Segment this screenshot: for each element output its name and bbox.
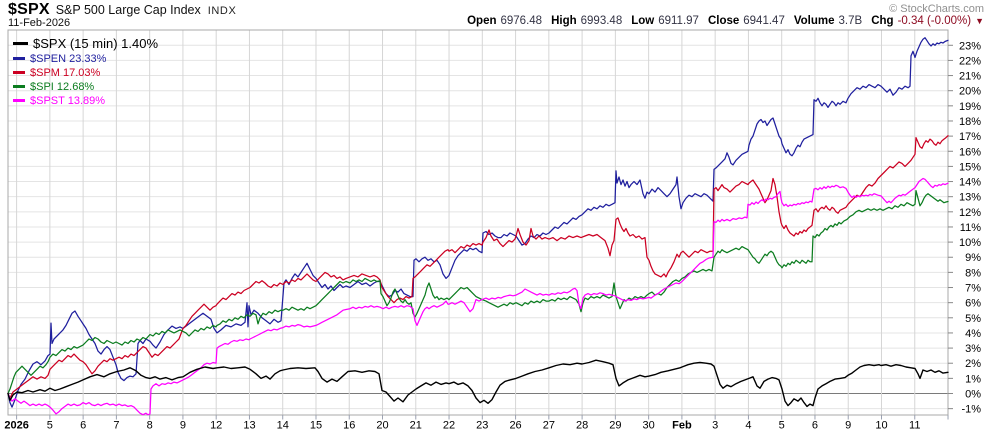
legend-dash-icon — [13, 42, 28, 45]
x-axis-label: 16 — [343, 420, 355, 432]
y-axis-label: 3% — [965, 343, 981, 355]
y-axis-label: -1% — [961, 404, 981, 416]
x-axis-label: 30 — [643, 420, 655, 432]
x-axis-label: 27 — [543, 420, 555, 432]
y-axis-label: 21% — [959, 71, 981, 83]
legend-label: $SPX (15 min) 1.40% — [33, 36, 159, 51]
x-axis-label: 6 — [80, 420, 86, 432]
x-axis-label: 10 — [875, 420, 887, 432]
y-axis-label: 5% — [965, 313, 981, 325]
x-axis-label: 5 — [47, 420, 53, 432]
x-axis-label: 22 — [443, 420, 455, 432]
change-label: Chg — [871, 15, 894, 27]
y-axis-label: 0% — [965, 389, 981, 401]
x-axis-label: 28 — [576, 420, 588, 432]
plot-border — [7, 29, 949, 416]
low-label: Low — [631, 15, 655, 27]
high-label: High — [551, 15, 577, 27]
stockcharts-copyright: © StockCharts.com — [889, 3, 984, 15]
y-axis-label: 16% — [959, 146, 981, 158]
x-axis-label: 14 — [277, 420, 289, 432]
chart-legend: $SPX (15 min) 1.40% $SPEN 23.33% $SPM 17.0… — [13, 36, 158, 108]
y-axis-label: 23% — [959, 40, 981, 52]
open-value: 6976.48 — [500, 15, 543, 27]
x-axis-label: 6 — [812, 420, 818, 432]
legend-dash-icon — [13, 85, 25, 88]
y-axis-label: 9% — [965, 252, 981, 264]
legend-item-spst: $SPST 13.89% — [13, 94, 158, 107]
chart-title-row: $SPX S&P 500 Large Cap Index INDX — [8, 1, 236, 19]
x-axis-label: 29 — [609, 420, 621, 432]
y-axis-label: 12% — [959, 207, 981, 219]
exchange-label: INDX — [207, 5, 237, 17]
y-axis-label: 15% — [959, 161, 981, 173]
legend-dash-icon — [13, 71, 25, 74]
x-axis-label: 15 — [310, 420, 322, 432]
y-axis-label: 2% — [965, 358, 981, 370]
y-axis-label: 19% — [959, 101, 981, 113]
y-axis-label: 18% — [959, 116, 981, 128]
close-label: Close — [707, 15, 740, 27]
x-axis-label: 20 — [376, 420, 388, 432]
legend-label: $SPM 17.03% — [30, 66, 101, 79]
x-axis-label: 13 — [243, 420, 255, 432]
y-axis-label: 4% — [965, 328, 981, 340]
legend-dash-icon — [13, 99, 25, 102]
y-axis-label: 1% — [965, 373, 981, 385]
quote-summary-row: Open 6976.48 High 6993.48 Low 6911.97 Cl… — [467, 15, 984, 27]
legend-item-spx: $SPX (15 min) 1.40% — [13, 36, 158, 51]
legend-item-spi: $SPI 12.68% — [13, 80, 158, 93]
down-triangle-icon: ▼ — [975, 16, 984, 26]
symbol-ticker: $SPX — [8, 1, 50, 18]
legend-label: $SPEN 23.33% — [30, 52, 107, 65]
close-value: 6941.47 — [743, 15, 785, 27]
x-axis-label: 26 — [509, 420, 521, 432]
x-axis-label: 9 — [845, 420, 851, 432]
x-axis-label: 11 — [909, 420, 920, 432]
low-value: 6911.97 — [658, 15, 699, 27]
high-value: 6993.48 — [580, 15, 623, 27]
volume-value: 3.7B — [838, 15, 863, 27]
index-name: S&P 500 Large Cap Index — [55, 3, 201, 17]
y-axis-label: 17% — [959, 131, 981, 143]
legend-label: $SPI 12.68% — [30, 80, 95, 93]
series-line-spi — [7, 189, 949, 395]
y-axis-label: 14% — [959, 177, 981, 189]
series-line-spm — [7, 135, 949, 399]
chart-date: 11-Feb-2026 — [8, 17, 71, 29]
y-axis-label: 11% — [960, 222, 981, 234]
series-line-spx — [7, 359, 949, 408]
y-axis-label: 7% — [965, 283, 981, 295]
x-axis-label: 12 — [210, 420, 222, 432]
x-axis-label: 21 — [410, 420, 422, 432]
y-axis-label: 10% — [959, 237, 981, 249]
legend-item-spen: $SPEN 23.33% — [13, 52, 158, 65]
legend-dash-icon — [13, 57, 25, 60]
x-axis-label: 4 — [745, 420, 751, 432]
x-axis-label: 9 — [180, 420, 186, 432]
x-axis-label: 5 — [779, 420, 785, 432]
open-label: Open — [467, 15, 497, 27]
series-line-spst — [7, 177, 949, 416]
x-axis-label: 3 — [712, 420, 718, 432]
y-axis-label: 8% — [965, 267, 981, 279]
legend-label: $SPST 13.89% — [30, 94, 106, 107]
legend-item-spm: $SPM 17.03% — [13, 66, 158, 79]
x-axis-label: 2026 — [4, 420, 28, 432]
volume-label: Volume — [793, 15, 835, 27]
x-axis-label: 7 — [113, 420, 119, 432]
x-axis-label: 23 — [476, 420, 488, 432]
x-axis-label: Feb — [672, 420, 692, 432]
y-axis-label: 6% — [965, 298, 981, 310]
change-value: -0.34 (-0.00%) — [897, 15, 972, 27]
y-axis-label: 13% — [959, 192, 981, 204]
y-axis-label: 22% — [959, 55, 981, 67]
y-axis-label: 20% — [959, 86, 981, 98]
x-axis-label: 8 — [147, 420, 153, 432]
